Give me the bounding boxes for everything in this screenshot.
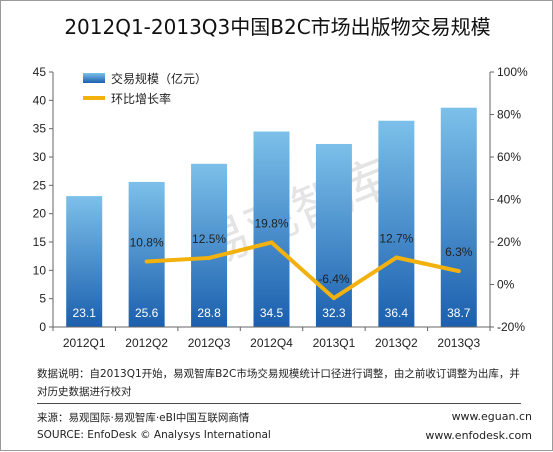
bar-value-label: 38.7: [447, 306, 471, 320]
right-tick-label: 80%: [497, 108, 521, 122]
bar: [253, 131, 290, 327]
growth-point: [331, 296, 336, 301]
growth-value-label: -6.4%: [318, 272, 350, 286]
left-tick-label: 30: [33, 150, 47, 164]
growth-line: [146, 240, 460, 301]
x-tick-label: 2013Q2: [375, 336, 418, 350]
growth-point: [394, 255, 399, 260]
bar-value-label: 36.4: [385, 306, 409, 320]
bar: [378, 120, 415, 327]
bar: [191, 163, 228, 327]
left-tick-label: 10: [33, 263, 47, 277]
legend-line-label: 环比增长率: [111, 91, 171, 106]
growth-point: [456, 269, 461, 274]
bar: [66, 196, 103, 327]
left-tick-label: 15: [33, 235, 47, 249]
data-note: 数据说明：自2013Q1开始，易观智库B2C市场交易规模统计口径进行调整，由之前…: [37, 368, 520, 398]
x-tick-label: 2013Q3: [437, 336, 480, 350]
right-tick-label: 60%: [497, 150, 521, 164]
right-tick-label: 40%: [497, 193, 521, 207]
footer-divider: [37, 403, 521, 404]
growth-point: [207, 255, 212, 260]
growth-value-label: 6.3%: [445, 245, 473, 259]
url-enfodesk: www.enfodesk.com: [425, 429, 532, 442]
bar-value-label: 32.3: [322, 306, 346, 320]
left-tick-label: 0: [39, 320, 46, 334]
right-tick-label: 100%: [497, 65, 528, 79]
legend-bar-label: 交易规模（亿元）: [111, 71, 207, 86]
growth-point: [269, 240, 274, 245]
growth-value-label: 12.5%: [192, 232, 226, 246]
right-tick-label: 0%: [497, 278, 515, 292]
x-tick-label: 2012Q3: [188, 336, 231, 350]
left-tick-label: 40: [33, 93, 47, 107]
chart-title: 2012Q1-2013Q3中国B2C市场出版物交易规模: [64, 15, 491, 39]
bar-value-label: 34.5: [260, 306, 284, 320]
x-tick-label: 2012Q1: [63, 336, 106, 350]
source-en: SOURCE: EnfoDesk © Analysys Internationa…: [37, 429, 271, 441]
bar: [128, 181, 165, 327]
legend-bar-swatch: [83, 73, 105, 83]
source-cn: 来源：易观国际·易观智库·eBI中国互联网商情: [37, 412, 250, 424]
growth-value-label: 12.7%: [379, 232, 413, 246]
x-tick-label: 2012Q2: [125, 336, 168, 350]
left-tick-label: 45: [33, 65, 47, 79]
right-tick-label: -20%: [497, 320, 525, 334]
x-tick-label: 2013Q1: [313, 336, 356, 350]
growth-value-label: 10.8%: [130, 236, 164, 250]
left-tick-label: 5: [39, 292, 46, 306]
left-tick-label: 20: [33, 207, 47, 221]
bar: [440, 107, 477, 327]
bar-value-label: 23.1: [73, 306, 97, 320]
url-eguan: www.eguan.cn: [451, 410, 532, 423]
right-tick-label: 20%: [497, 235, 521, 249]
x-tick-label: 2012Q4: [250, 336, 293, 350]
bar-value-label: 25.6: [135, 306, 159, 320]
bar-value-label: 28.8: [197, 306, 221, 320]
left-tick-label: 25: [33, 178, 47, 192]
growth-value-label: 19.8%: [254, 216, 288, 230]
left-tick-label: 35: [33, 122, 47, 136]
growth-point: [144, 259, 149, 264]
